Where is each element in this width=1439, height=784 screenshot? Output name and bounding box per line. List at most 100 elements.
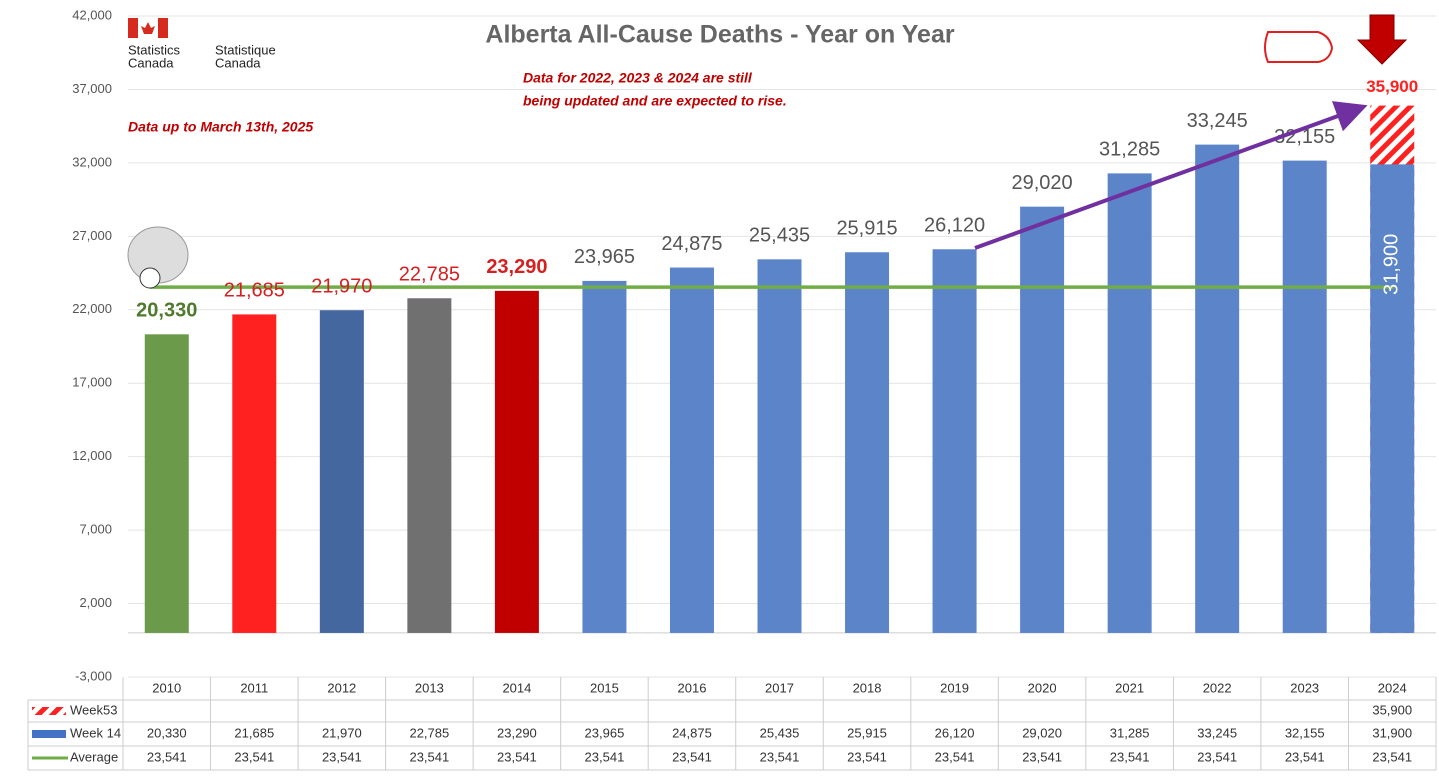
bar: [232, 314, 277, 633]
table-cell: 23,541: [147, 749, 187, 764]
data-label: 25,435: [749, 225, 810, 247]
bar: [845, 252, 890, 633]
y-tick-label: 27,000: [72, 228, 112, 243]
y-tick-label: 17,000: [72, 375, 112, 390]
table-cell: 23,541: [322, 749, 362, 764]
table-cell: 25,435: [760, 725, 800, 740]
y-tick-label: 22,000: [72, 301, 112, 316]
table-cell: 20,330: [147, 725, 187, 740]
data-label: 33,245: [1187, 110, 1248, 132]
bar: [1282, 160, 1327, 633]
table-cell: 23,541: [1022, 749, 1062, 764]
data-table: 2010 2011 2012 2013 2014 2015 2016 2017 2018 2019…: [27, 677, 1437, 771]
legend-swatch: [32, 707, 66, 715]
y-tick-label: 12,000: [72, 448, 112, 463]
data-label: 21,970: [311, 275, 372, 297]
table-cell: 29,020: [1022, 725, 1062, 740]
table-cell: 21,970: [322, 725, 362, 740]
table-cell: 23,290: [497, 725, 537, 740]
logo-text: Canada: [215, 55, 261, 70]
data-label: 23,290: [486, 256, 547, 278]
table-cell: 24,875: [672, 725, 712, 740]
y-tick-label: 2,000: [79, 595, 112, 610]
note: Data for 2022, 2023 & 2024 are still: [523, 70, 753, 86]
x-tick-label: 2012: [327, 680, 356, 695]
table-cell: 23,541: [1110, 749, 1150, 764]
data-label: 21,685: [224, 280, 285, 302]
legend-swatch: [32, 730, 66, 738]
y-tick-label: -3,000: [75, 668, 112, 683]
logo: Statistics Canada Statistique Canada: [128, 18, 276, 70]
x-tick-label: 2015: [590, 680, 619, 695]
y-tick-label: 32,000: [72, 154, 112, 169]
table-cell: 23,965: [585, 725, 625, 740]
x-tick-label: 2010: [152, 680, 181, 695]
note: being updated and are expected to rise.: [523, 93, 787, 109]
table-cell: 23,541: [672, 749, 712, 764]
data-label: 31,285: [1099, 139, 1160, 161]
table-cell: 22,785: [409, 725, 449, 740]
logo-text: Canada: [128, 55, 174, 70]
x-tick-label: 2022: [1203, 680, 1232, 695]
data-label: 26,120: [924, 215, 985, 237]
legend-label: Average: [70, 749, 118, 764]
data-label: 22,785: [399, 264, 460, 286]
table-cell: 23,541: [585, 749, 625, 764]
table-cell: 25,915: [847, 725, 887, 740]
x-tick-label: 2011: [240, 680, 268, 695]
x-tick-label: 2020: [1028, 680, 1057, 695]
y-tick-label: 7,000: [79, 522, 112, 537]
bar: [144, 334, 189, 633]
icons: [127, 14, 1408, 289]
x-tick-label: 2018: [853, 680, 882, 695]
y-tick-label: 37,000: [72, 81, 112, 96]
bar: [669, 267, 714, 633]
x-tick-label: 2017: [765, 680, 794, 695]
table-cell: 35,900: [1372, 702, 1412, 717]
table-cell: 23,541: [497, 749, 537, 764]
table-cell: 31,900: [1372, 725, 1412, 740]
logo-text: Statistique: [215, 42, 276, 57]
table-cell: 32,155: [1285, 725, 1325, 740]
x-tick-label: 2013: [415, 680, 444, 695]
x-tick-label: 2024: [1378, 680, 1407, 695]
table-cell: 23,541: [1285, 749, 1325, 764]
table-cell: 23,541: [760, 749, 800, 764]
y-tick-label: 42,000: [72, 7, 112, 22]
table-cell: 26,120: [935, 725, 975, 740]
table-cell: 23,541: [935, 749, 975, 764]
data-label: 35,900: [1366, 77, 1418, 96]
legend-label: Week 14: [70, 725, 121, 740]
data-label: 31,900: [1381, 234, 1403, 295]
data-date: Data up to March 13th, 2025: [128, 119, 313, 135]
data-label: 20,330: [136, 300, 197, 322]
data-label: 32,155: [1274, 126, 1335, 148]
x-tick-label: 2016: [678, 680, 707, 695]
table-cell: 21,685: [234, 725, 274, 740]
table-cell: 23,541: [409, 749, 449, 764]
bar: [1370, 164, 1415, 633]
table-cell: 23,541: [234, 749, 274, 764]
table-cell: 33,245: [1197, 725, 1237, 740]
legend-label: Week53: [70, 702, 117, 717]
bar: [494, 290, 539, 633]
table-cell: 31,285: [1110, 725, 1150, 740]
x-tick-label: 2019: [940, 680, 969, 695]
bar: [1107, 173, 1152, 633]
x-tick-label: 2014: [502, 680, 531, 695]
logo-text: Statistics: [128, 42, 181, 57]
table-cell: 23,541: [847, 749, 887, 764]
data-label: 29,020: [1012, 172, 1073, 194]
bar: [582, 280, 627, 633]
x-tick-label: 2021: [1115, 680, 1144, 695]
bar: [407, 298, 452, 633]
bar: [319, 310, 364, 633]
chart-title: Alberta All-Cause Deaths - Year on Year: [485, 21, 954, 49]
bar: [1020, 206, 1065, 633]
data-label: 25,915: [836, 218, 897, 240]
bar: [1195, 144, 1240, 633]
data-label: 24,875: [661, 233, 722, 255]
bar: [757, 259, 802, 633]
bar: [932, 249, 977, 633]
